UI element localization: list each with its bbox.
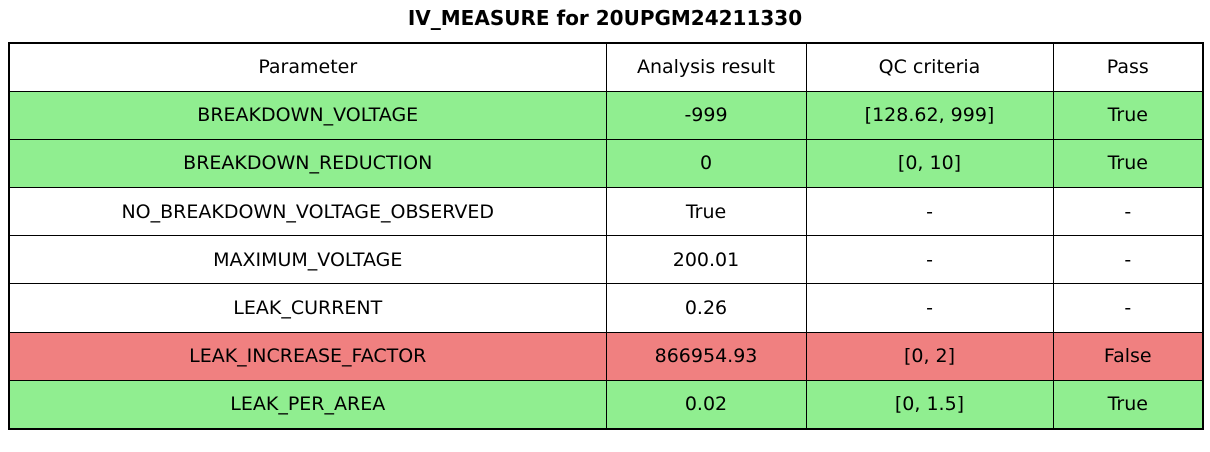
cell-pass: -	[1052, 187, 1204, 237]
cell-qc-criteria: -	[805, 283, 1054, 333]
cell-parameter: LEAK_PER_AREA	[8, 379, 607, 430]
table-row: LEAK_INCREASE_FACTOR 866954.93 [0, 2] False	[8, 331, 1204, 381]
cell-qc-criteria: [0, 10]	[805, 138, 1054, 189]
cell-qc-criteria: [0, 2]	[805, 331, 1054, 381]
cell-analysis-result: 0.26	[605, 283, 807, 333]
header-row: Parameter Analysis result QC criteria Pa…	[8, 42, 1204, 92]
cell-qc-criteria: [128.62, 999]	[805, 90, 1054, 140]
cell-analysis-result: 0.02	[605, 379, 807, 430]
cell-analysis-result: -999	[605, 90, 807, 140]
cell-qc-criteria: [0, 1.5]	[805, 379, 1054, 430]
col-header-parameter: Parameter	[8, 42, 607, 92]
cell-pass: -	[1052, 283, 1204, 333]
cell-analysis-result: 866954.93	[605, 331, 807, 381]
cell-pass: True	[1052, 90, 1204, 140]
page-title: IV_MEASURE for 20UPGM24211330	[407, 6, 803, 30]
cell-pass: True	[1052, 379, 1204, 430]
table-row: MAXIMUM_VOLTAGE 200.01- -	[8, 235, 1204, 285]
cell-qc-criteria: -	[805, 187, 1054, 237]
cell-pass: True	[1052, 138, 1204, 189]
qc-results-table: Parameter Analysis result QC criteria Pa…	[8, 42, 1204, 430]
col-header-qc-criteria: QC criteria	[805, 42, 1054, 92]
cell-pass: False	[1052, 331, 1204, 381]
col-header-pass: Pass	[1052, 42, 1204, 92]
cell-parameter: BREAKDOWN_REDUCTION	[8, 138, 607, 189]
cell-parameter: NO_BREAKDOWN_VOLTAGE_OBSERVED	[8, 187, 607, 237]
table-row: BREAKDOWN_VOLTAGE -999 [128.62, 999] True	[8, 90, 1204, 140]
cell-qc-criteria: -	[805, 235, 1054, 285]
table-row: BREAKDOWN_REDUCTION 0 [0, 10] True	[8, 138, 1204, 189]
cell-parameter: BREAKDOWN_VOLTAGE	[8, 90, 607, 140]
col-header-analysis-result: Analysis result	[605, 42, 807, 92]
cell-pass: -	[1052, 235, 1204, 285]
cell-parameter: MAXIMUM_VOLTAGE	[8, 235, 607, 285]
cell-analysis-result: 200.01	[605, 235, 807, 285]
table-row: LEAK_PER_AREA 0.02 [0, 1.5] True	[8, 379, 1204, 430]
cell-analysis-result: True	[605, 187, 807, 237]
cell-parameter: LEAK_CURRENT	[8, 283, 607, 333]
table-row: NO_BREAKDOWN_VOLTAGE_OBSERVED True - -	[8, 187, 1204, 237]
table-row: LEAK_CURRENT 0.26- -	[8, 283, 1204, 333]
cell-analysis-result: 0	[605, 138, 807, 189]
cell-parameter: LEAK_INCREASE_FACTOR	[8, 331, 607, 381]
